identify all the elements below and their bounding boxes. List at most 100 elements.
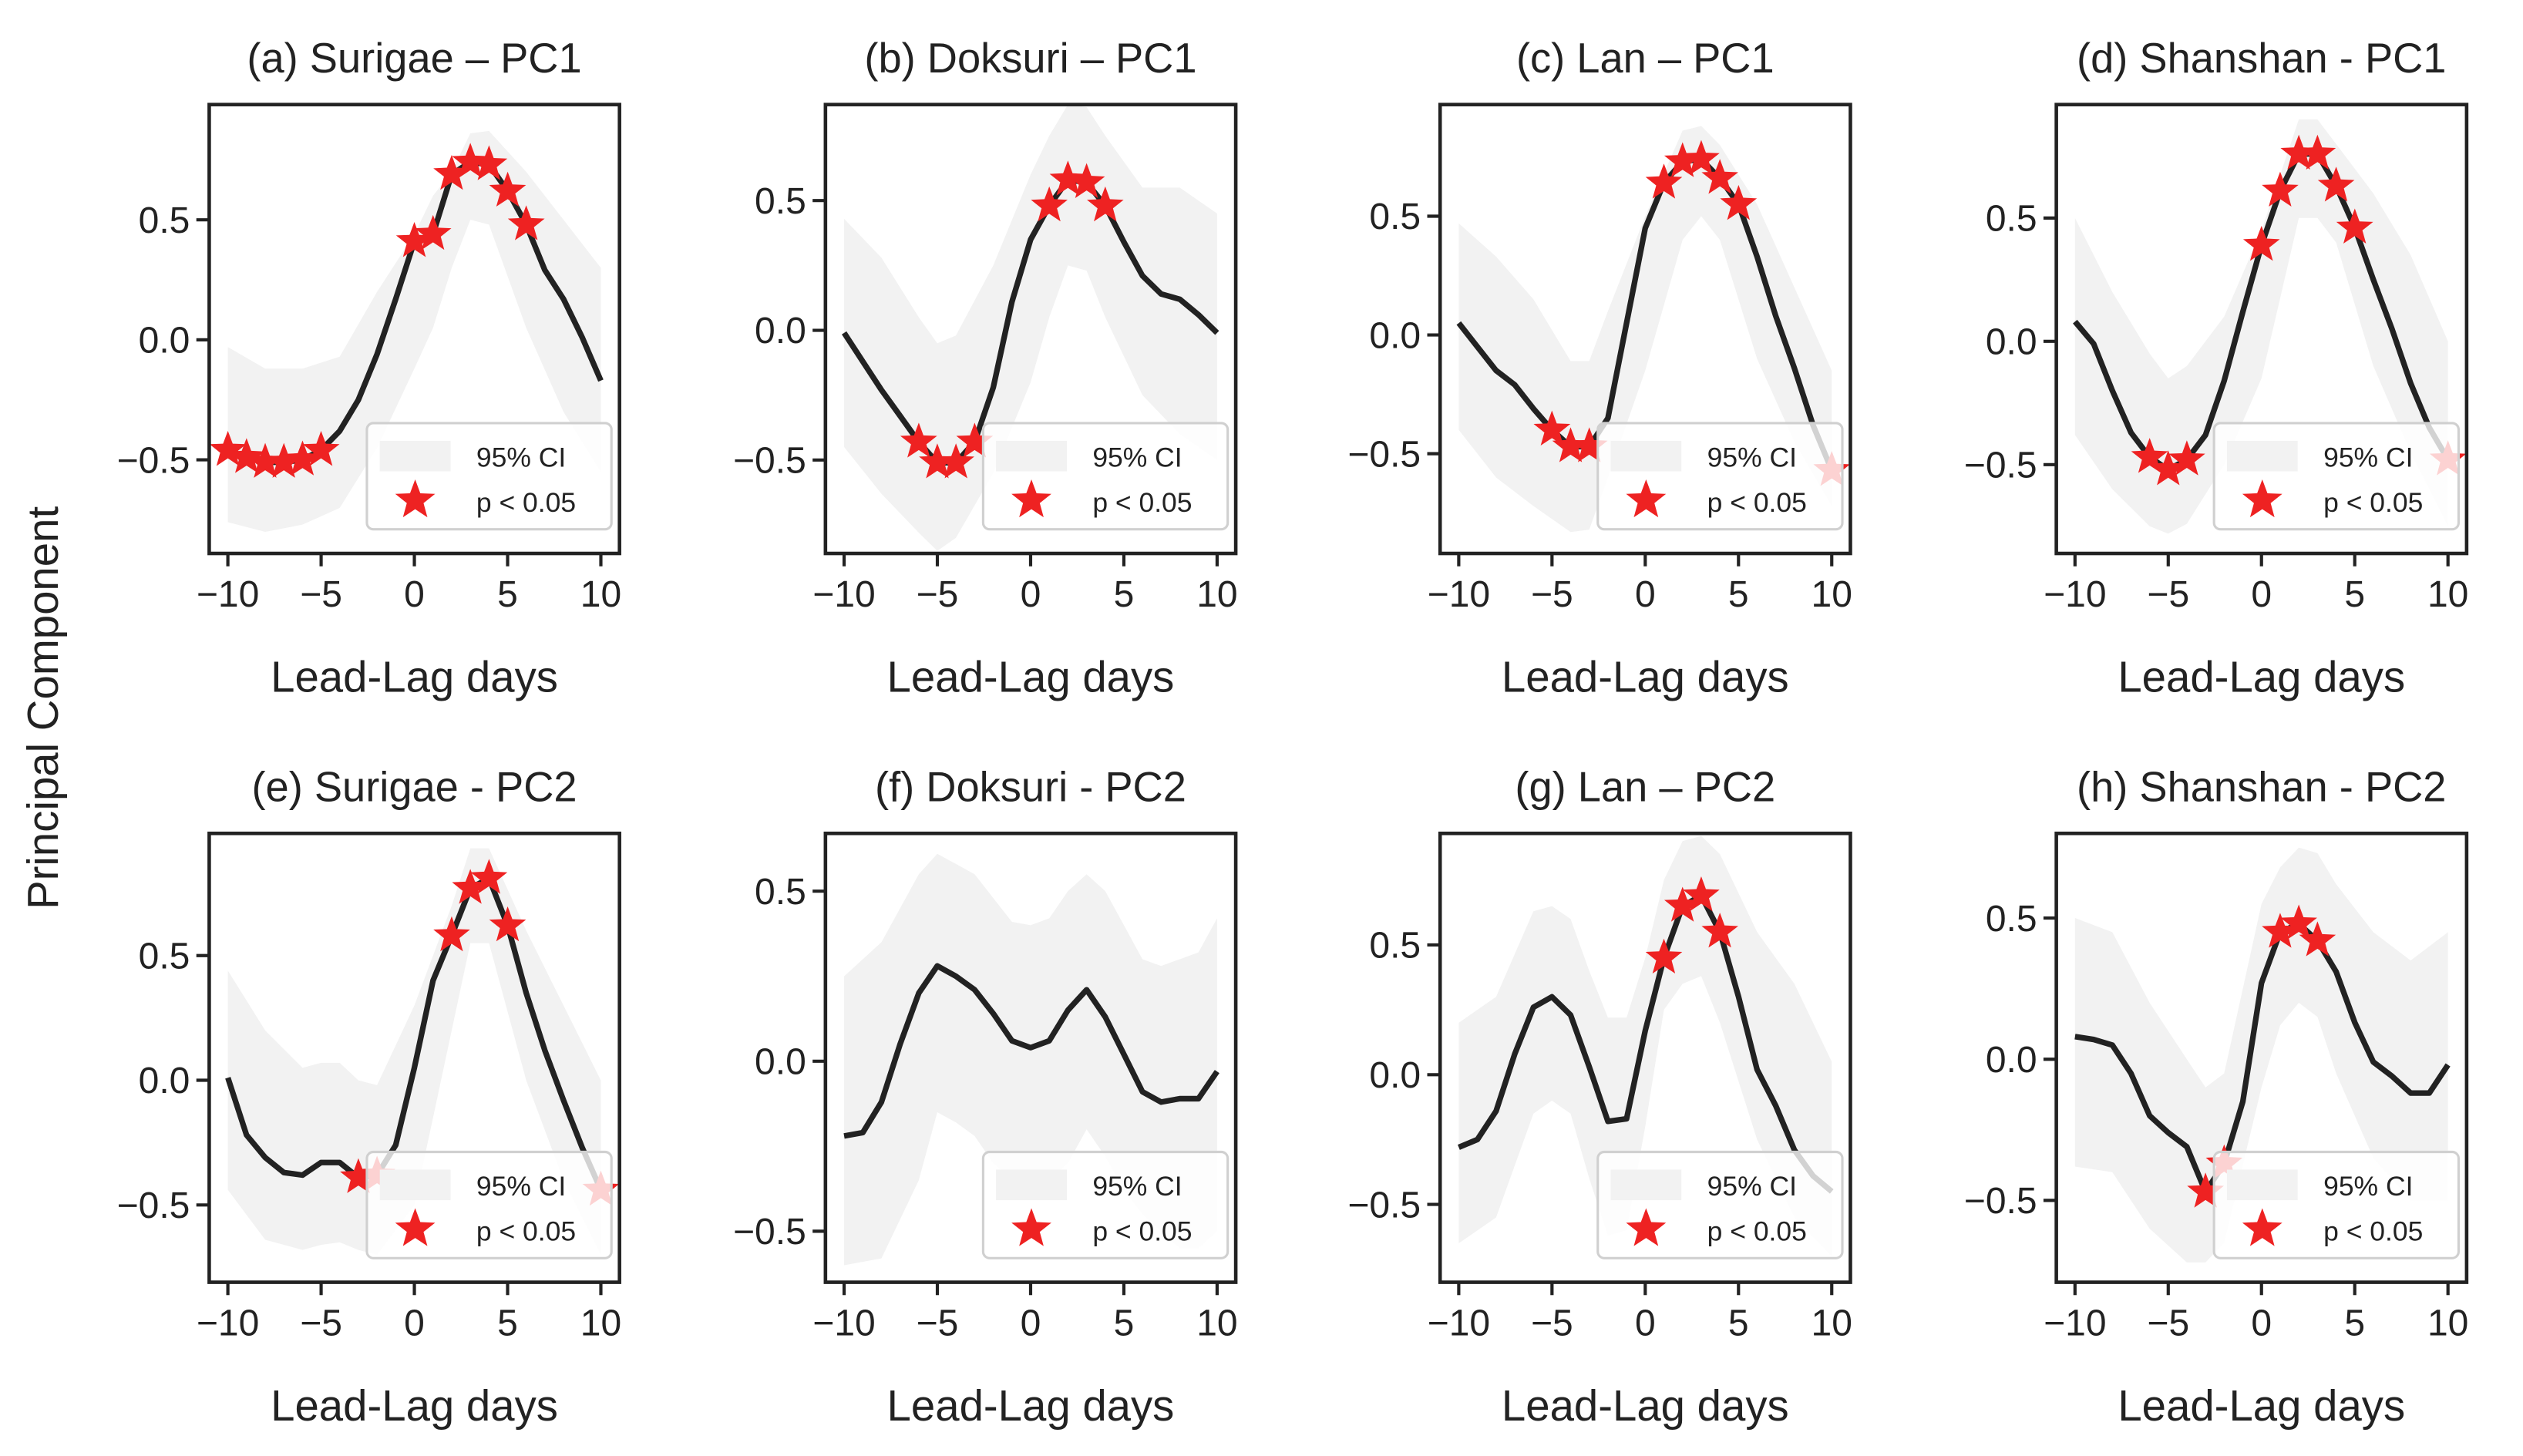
x-tick-label: −5	[1531, 574, 1573, 615]
legend: 95% CI p < 0.05	[365, 422, 613, 531]
legend-ci-swatch	[1610, 440, 1682, 472]
legend-ci-swatch	[996, 1169, 1067, 1201]
legend-ci-swatch	[2226, 1169, 2298, 1201]
x-tick-label: −10	[812, 1303, 875, 1343]
pc-line	[841, 177, 1219, 466]
subplot-title: (a) Surigae – PC1	[247, 35, 581, 82]
significance-star	[2242, 226, 2280, 261]
significance-star	[2187, 1172, 2224, 1208]
x-tick-label: 0	[404, 1303, 425, 1343]
pc-line	[1456, 156, 1835, 472]
subplot-h: −10 −5 0 5 10 −0.5 0.0 0.5 (h) Shanshan - PC2 Lea…	[1964, 764, 2469, 1430]
significance-star	[1645, 938, 1683, 974]
x-tick-label: −10	[197, 1303, 259, 1343]
significance-star	[2131, 438, 2168, 473]
legend-label-ci: 95% CI	[476, 442, 566, 472]
significance-star	[489, 906, 526, 942]
x-tick-label: 10	[1196, 574, 1237, 615]
significance-star	[507, 205, 545, 240]
x-tick-label: −5	[300, 574, 342, 615]
x-tick-label: 5	[497, 1303, 518, 1343]
ci-band	[844, 104, 1217, 551]
x-tick-label: 0	[404, 574, 425, 615]
x-tick-label: 0	[2251, 574, 2272, 615]
y-tick-label: 0.5	[1369, 926, 1421, 967]
legend-ci-swatch	[379, 440, 451, 472]
significance-star	[2317, 166, 2355, 202]
x-axis-label: Lead-Lag days	[271, 653, 558, 701]
y-tick-label: 0.5	[1986, 199, 2037, 240]
significance-star	[2168, 440, 2205, 476]
x-tick-label: 10	[580, 1303, 621, 1343]
legend-label-ci: 95% CI	[476, 1171, 566, 1202]
significance-star	[2336, 208, 2373, 244]
significance-star	[414, 214, 452, 251]
significance-star	[1049, 160, 1087, 196]
legend-label-ci: 95% CI	[2323, 1171, 2413, 1202]
x-tick-label: 10	[580, 574, 621, 615]
significance-star	[228, 438, 265, 473]
y-tick-label: −0.5	[1347, 1185, 1421, 1226]
significance-star	[1663, 142, 1701, 177]
x-tick-label: −10	[812, 574, 875, 615]
legend-label-ci: 95% CI	[1707, 1171, 1797, 1202]
significance-star	[1663, 886, 1701, 922]
x-tick-label: −10	[1428, 574, 1490, 615]
ci-band	[1458, 836, 1832, 1256]
significance-star	[2299, 921, 2336, 957]
significance-star	[937, 443, 974, 479]
subplot-title: (c) Lan – PC1	[1516, 35, 1775, 82]
legend-ci-swatch	[1610, 1169, 1682, 1201]
x-tick-label: 0	[1635, 574, 1656, 615]
y-tick-label: 0.0	[1986, 1040, 2037, 1081]
x-axis-label: Lead-Lag days	[1502, 1381, 1789, 1430]
significance-star	[1087, 186, 1124, 222]
significance-star	[1645, 163, 1683, 199]
y-tick-label: −0.5	[733, 1212, 806, 1253]
significance-star	[452, 869, 489, 904]
significance-star	[470, 145, 508, 180]
legend-label-p: p < 0.05	[476, 487, 576, 518]
subplot-f: −10 −5 0 5 10 −0.5 0.0 0.5 (f) Doksuri - PC2 Lead…	[733, 764, 1238, 1430]
x-axis-label: Lead-Lag days	[887, 653, 1175, 701]
significance-star	[265, 442, 303, 478]
subplot-g: −10 −5 0 5 10 −0.5 0.0 0.5 (g) Lan – PC2 Lead-Lag…	[1347, 764, 1852, 1430]
subplot-b: −10 −5 0 5 10 −0.5 0.0 0.5 (b) Doksuri – PC1 Lead…	[733, 35, 1238, 701]
significance-star	[1570, 427, 1608, 462]
pc-line	[1458, 893, 1834, 1194]
y-tick-label: 0.5	[755, 181, 806, 222]
legend-label-p: p < 0.05	[2323, 1216, 2423, 1246]
significance-star	[1068, 163, 1105, 198]
significance-star	[209, 430, 247, 466]
significance-star	[2149, 450, 2187, 486]
x-tick-label: −5	[917, 1303, 959, 1343]
legend: 95% CI p < 0.05	[2212, 422, 2461, 531]
x-axis-label: Lead-Lag days	[887, 1381, 1175, 1430]
significance-star	[284, 440, 321, 476]
x-tick-label: 10	[1812, 1303, 1852, 1343]
y-tick-label: −0.5	[1964, 1181, 2037, 1222]
legend: 95% CI p < 0.05	[981, 422, 1230, 531]
x-tick-label: 5	[1728, 574, 1749, 615]
significance-star	[395, 222, 433, 257]
y-tick-label: 0.5	[1369, 197, 1421, 237]
legend-label-p: p < 0.05	[476, 1216, 576, 1246]
legend-star-icon	[1626, 1208, 1667, 1246]
legend-star-icon	[1011, 1208, 1051, 1246]
legend-star-icon	[1626, 479, 1667, 518]
significance-star	[2280, 904, 2317, 940]
y-tick-label: −0.5	[733, 441, 806, 482]
significance-star	[1533, 410, 1571, 446]
panels: −10 −5 0 5 10 −0.5 0.0 0.5 (a) Surigae – PC1 Lead…	[117, 35, 2469, 1430]
x-axis-label: Lead-Lag days	[1502, 653, 1789, 701]
x-tick-label: −10	[1428, 1303, 1490, 1343]
x-tick-label: 0	[1021, 1303, 1041, 1343]
significance-star	[1552, 427, 1589, 462]
legend-star-icon	[395, 1208, 436, 1246]
legend-label-ci: 95% CI	[2323, 442, 2413, 472]
y-tick-label: 0.0	[139, 321, 190, 361]
y-tick-label: 0.5	[755, 872, 806, 913]
significance-star	[956, 422, 994, 458]
legend-label-p: p < 0.05	[1092, 1216, 1192, 1246]
x-axis-label: Lead-Lag days	[271, 1381, 558, 1430]
